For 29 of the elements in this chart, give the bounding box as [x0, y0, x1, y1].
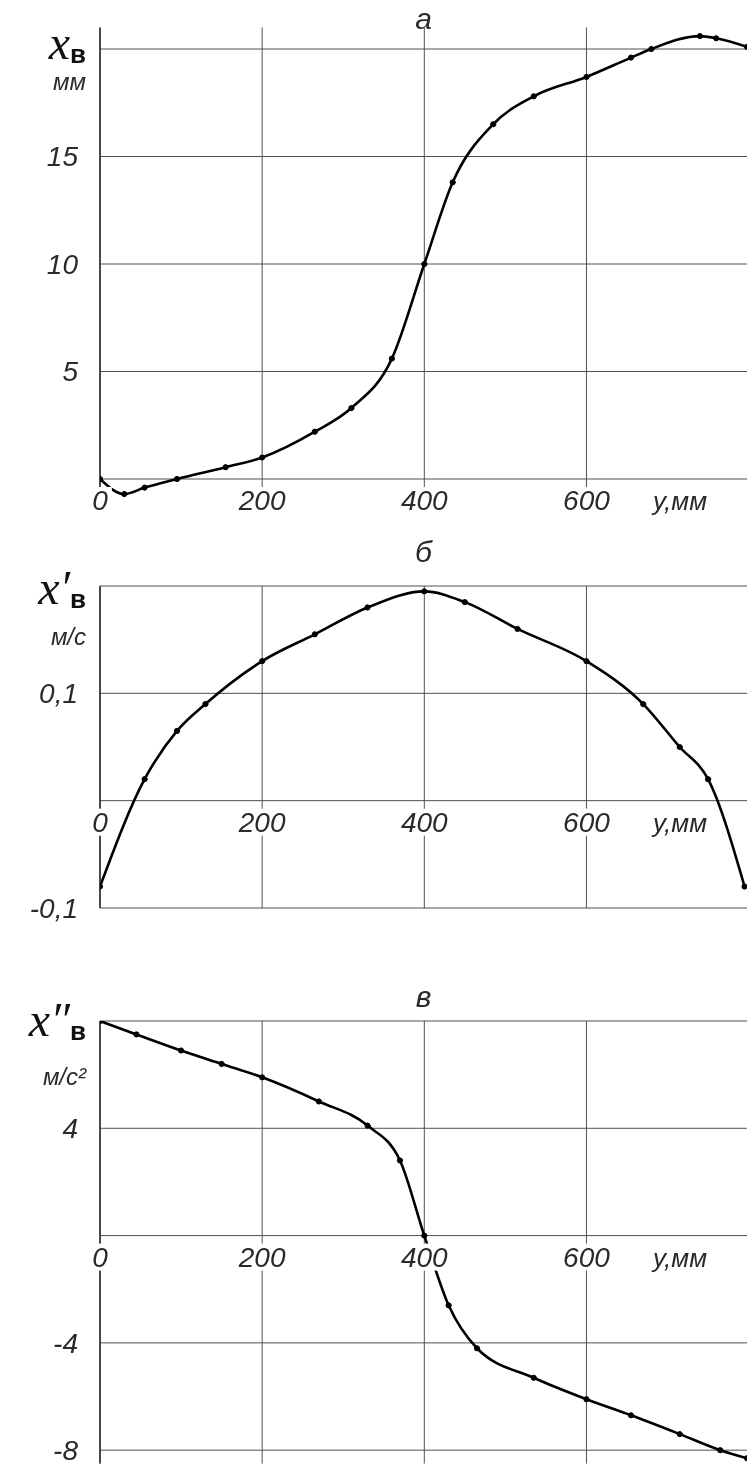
y-tick-label: 0,1 — [39, 678, 78, 710]
y-tick-label: 15 — [46, 141, 79, 173]
x-axis-title: y,мм — [653, 486, 707, 516]
y-tick-label: -8 — [53, 1435, 79, 1467]
x-tick-label: 400 — [400, 485, 449, 516]
x-tick-label: 0 — [92, 1241, 109, 1273]
x-tick-label: 600 — [563, 1241, 611, 1273]
x-tick-label: 200 — [237, 1241, 286, 1273]
y-axis-title: x″$_{в}$ м/с² — [27, 993, 86, 1090]
chart-title: б — [414, 534, 434, 568]
x-tick-label: 600 — [563, 806, 611, 838]
y-tick-label: 5 — [62, 356, 79, 388]
x-tick-label: 400 — [400, 1241, 449, 1273]
x-tick-label: 400 — [400, 806, 449, 838]
x-tick-label: 0 — [92, 806, 109, 838]
y-tick-label: -0,1 — [29, 892, 78, 924]
y-tick-label: -4 — [53, 1327, 78, 1359]
x-tick-label: 200 — [237, 806, 286, 838]
y-tick-label: 10 — [46, 248, 79, 280]
chart-title: а — [414, 2, 433, 35]
y-axis-title: x$_{в}$ мм — [47, 16, 86, 95]
x-axis-title: y,мм — [653, 1242, 707, 1273]
x-tick-label: 600 — [563, 485, 611, 516]
x-tick-label: 200 — [237, 485, 286, 516]
y-axis-title: x′$_{в}$ м/с — [36, 561, 86, 650]
chart-title: в — [414, 980, 433, 1013]
y-tick-label: 4 — [62, 1113, 78, 1145]
x-axis-title: y,мм — [653, 807, 707, 838]
x-tick-label: 0 — [92, 485, 109, 516]
